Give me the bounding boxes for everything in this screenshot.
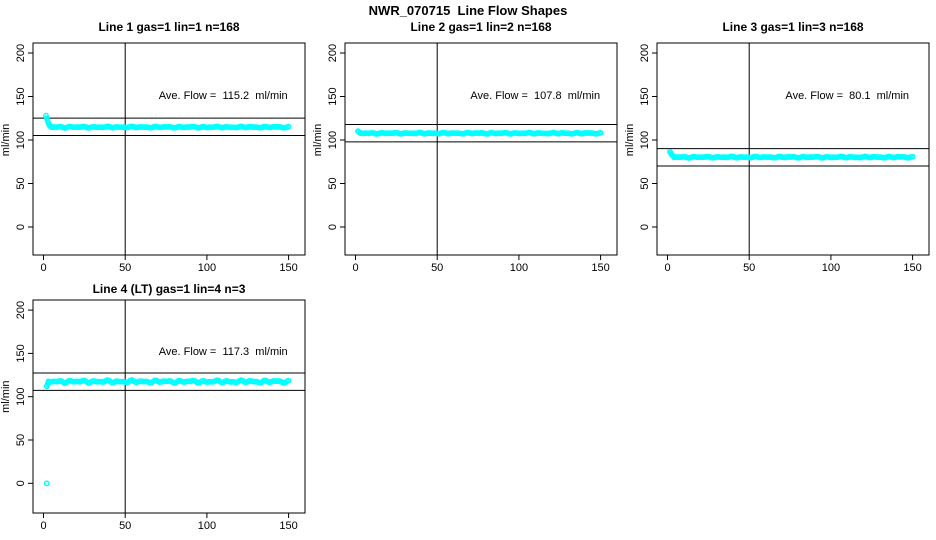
x-tick-label: 150 <box>279 262 297 274</box>
y-axis-label: ml/min <box>624 124 636 156</box>
x-tick-label: 100 <box>198 520 216 532</box>
subplot-1: 0 50 100 150 0 50 100 150 200 ml/min <box>0 42 306 274</box>
x-tick-label: 50 <box>743 262 755 274</box>
subplot-4: 0 50 100 150 0 50 100 150 200 ml/min <box>0 299 306 532</box>
data-point <box>909 153 916 160</box>
data-point <box>43 115 50 122</box>
main-title: NWR_070715 Line Flow Shapes <box>368 3 568 18</box>
x-tick-label: 100 <box>510 262 528 274</box>
subplot-3: 0 50 100 150 0 50 100 150 200 ml/min <box>624 42 930 274</box>
x-tick-label: 0 <box>664 262 670 274</box>
plot-box <box>32 42 306 256</box>
subplot-4-ave-flow-annotation: Ave. Flow = 117.3 ml/min <box>158 346 288 358</box>
subplot-3-ave-flow-annotation: Ave. Flow = 80.1 ml/min <box>785 90 910 102</box>
x-tick-label: 100 <box>198 262 216 274</box>
y-tick-label: 0 <box>639 224 651 230</box>
x-tick-label: 50 <box>431 262 443 274</box>
y-tick-label: 100 <box>15 388 27 406</box>
data-points <box>43 377 292 487</box>
subplot-2-title: Line 2 gas=1 lin=2 n=168 <box>410 20 552 34</box>
data-point <box>43 112 49 119</box>
plot-box <box>32 299 306 514</box>
y-axis-label: ml/min <box>0 381 12 413</box>
y-axis-label: ml/min <box>312 124 324 156</box>
y-tick-label: 150 <box>15 87 27 105</box>
x-tick-label: 0 <box>40 520 46 532</box>
y-tick-label: 200 <box>15 44 27 62</box>
y-tick-label: 50 <box>639 177 651 189</box>
subplot-4-title: Line 4 (LT) gas=1 lin=4 n=3 <box>92 282 246 296</box>
x-tick-label: 150 <box>591 262 609 274</box>
subplot-3-title: Line 3 gas=1 lin=3 n=168 <box>722 20 864 34</box>
x-tick-label: 0 <box>40 262 46 274</box>
y-tick-label: 200 <box>327 44 339 62</box>
y-tick-label: 50 <box>15 177 27 189</box>
x-tick-label: 150 <box>903 262 921 274</box>
y-tick-label: 100 <box>15 131 27 149</box>
plot-box <box>656 42 930 256</box>
y-tick-label: 100 <box>327 131 339 149</box>
data-point <box>43 480 50 487</box>
y-tick-label: 50 <box>327 177 339 189</box>
subplot-1-ave-flow-annotation: Ave. Flow = 115.2 ml/min <box>158 90 288 102</box>
y-tick-label: 0 <box>327 224 339 230</box>
x-tick-label: 150 <box>279 520 297 532</box>
data-points <box>43 112 292 131</box>
subplot-2-ave-flow-annotation: Ave. Flow = 107.8 ml/min <box>470 90 601 102</box>
data-point <box>597 129 604 136</box>
y-tick-label: 50 <box>15 434 27 446</box>
plot-box <box>344 42 618 256</box>
data-point <box>285 123 292 130</box>
y-tick-label: 150 <box>15 344 27 362</box>
y-tick-label: 200 <box>639 44 651 62</box>
y-tick-label: 150 <box>327 87 339 105</box>
data-point <box>285 377 292 384</box>
subplot-2: 0 50 100 150 0 50 100 150 200 ml/min <box>312 42 618 274</box>
y-tick-label: 200 <box>15 301 27 319</box>
data-points <box>667 148 916 161</box>
subplot-1-title: Line 1 gas=1 lin=1 n=168 <box>98 20 240 34</box>
x-tick-label: 50 <box>119 262 131 274</box>
y-axis-label: ml/min <box>0 124 12 156</box>
x-tick-label: 100 <box>822 262 840 274</box>
x-tick-label: 50 <box>119 520 131 532</box>
y-tick-label: 0 <box>15 480 27 486</box>
data-points <box>355 128 604 137</box>
y-tick-label: 0 <box>15 224 27 230</box>
x-tick-label: 0 <box>352 262 358 274</box>
y-tick-label: 100 <box>639 131 651 149</box>
y-tick-label: 150 <box>639 87 651 105</box>
